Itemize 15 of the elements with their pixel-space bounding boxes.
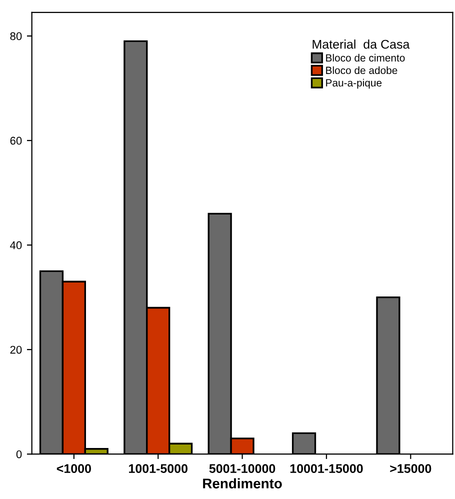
y-tick-label: 40 [10, 241, 22, 250]
x-axis-title: Rendimento [203, 478, 282, 488]
x-tick-label: 5001-10000 [209, 464, 276, 473]
legend-title: Material da Casa [312, 40, 410, 49]
legend-label: Pau-a-pique [326, 78, 382, 89]
legend-label: Bloco de cimento [326, 54, 405, 62]
y-tick-label: 20 [10, 346, 22, 354]
y-tick-label: 80 [10, 32, 22, 40]
x-tick-label: >15000 [390, 464, 432, 473]
x-tick-label: 1001-5000 [129, 464, 188, 473]
y-tick-label: 0 [16, 450, 22, 458]
legend-label: Bloco de adobe [326, 66, 398, 74]
y-tick-label: 60 [10, 136, 22, 145]
x-tick-label: 10001-15000 [290, 464, 363, 473]
x-tick-label: <1000 [56, 464, 91, 473]
